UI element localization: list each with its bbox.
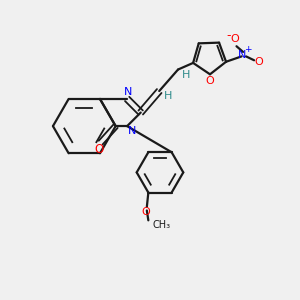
Text: O: O [94,142,104,156]
Text: +: + [244,45,252,54]
Text: -: - [226,29,231,42]
Text: O: O [142,207,151,217]
Text: O: O [254,57,263,67]
Text: H: H [164,92,172,101]
Text: CH₃: CH₃ [152,220,170,230]
Text: O: O [231,34,239,44]
Text: N: N [124,87,132,98]
Text: N: N [128,127,136,136]
Text: O: O [206,76,214,86]
Text: N: N [238,50,247,60]
Text: H: H [182,70,190,80]
